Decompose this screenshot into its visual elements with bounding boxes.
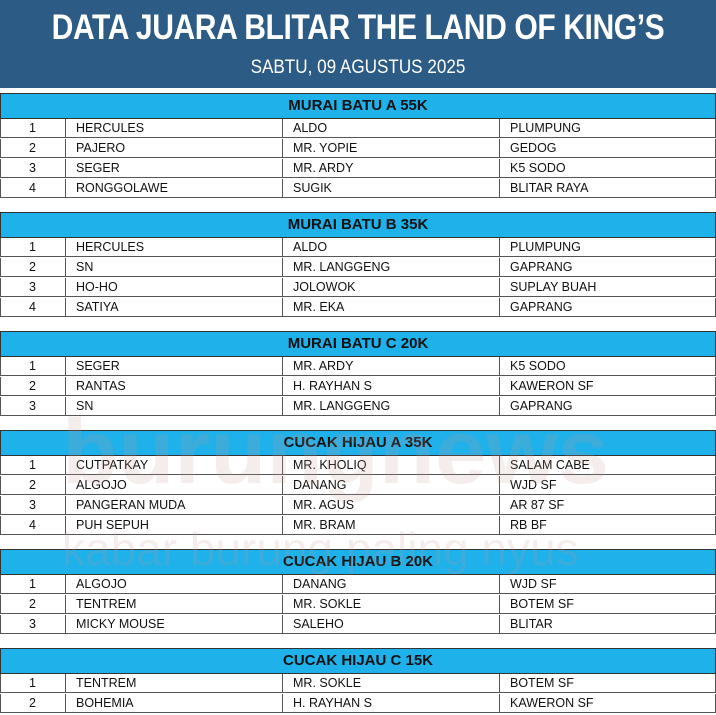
owner: SUGIK — [282, 179, 499, 198]
rank: 1 — [0, 456, 65, 475]
rank: 1 — [0, 119, 65, 138]
owner: DANANG — [282, 575, 499, 594]
bird: PANGERAN MUDA — [65, 496, 282, 515]
section-title: CUCAK HIJAU A 35K — [0, 430, 716, 456]
rank: 2 — [0, 139, 65, 158]
team: GAPRANG — [499, 397, 716, 416]
bird: HERCULES — [65, 238, 282, 257]
team: KAWERON SF — [499, 377, 716, 396]
team: GAPRANG — [499, 258, 716, 277]
bird: RONGGOLAWE — [65, 179, 282, 198]
bird: SN — [65, 258, 282, 277]
rank: 1 — [0, 674, 65, 693]
team: GEDOG — [499, 139, 716, 158]
team: KAWERON SF — [499, 694, 716, 713]
owner: MR. LANGGENG — [282, 258, 499, 277]
team: WJD SF — [499, 476, 716, 495]
team: PLUMPUNG — [499, 238, 716, 257]
owner: SALEHO — [282, 615, 499, 634]
bird: BOHEMIA — [65, 694, 282, 713]
owner: MR. AGUS — [282, 496, 499, 515]
section-title: CUCAK HIJAU B 20K — [0, 549, 716, 575]
owner: H. RAYHAN S — [282, 377, 499, 396]
owner: ALDO — [282, 238, 499, 257]
rank: 3 — [0, 278, 65, 297]
rank: 4 — [0, 179, 65, 198]
team: BOTEM SF — [499, 595, 716, 614]
title: DATA JUARA BLITAR THE LAND OF KING’S — [51, 8, 665, 47]
bird: ALGOJO — [65, 575, 282, 594]
rank: 1 — [0, 357, 65, 376]
bird: TENTREM — [65, 674, 282, 693]
rank: 2 — [0, 377, 65, 396]
owner: JOLOWOK — [282, 278, 499, 297]
rank: 3 — [0, 159, 65, 178]
owner: MR. SOKLE — [282, 595, 499, 614]
bird: MICKY MOUSE — [65, 615, 282, 634]
rank: 3 — [0, 496, 65, 515]
owner: MR. KHOLIQ — [282, 456, 499, 475]
team: PLUMPUNG — [499, 119, 716, 138]
bird: RANTAS — [65, 377, 282, 396]
team: WJD SF — [499, 575, 716, 594]
team: K5 SODO — [499, 159, 716, 178]
team: SALAM CABE — [499, 456, 716, 475]
owner: MR. ARDY — [282, 159, 499, 178]
owner: MR. LANGGENG — [282, 397, 499, 416]
team: BLITAR — [499, 615, 716, 634]
bird: ALGOJO — [65, 476, 282, 495]
owner: MR. EKA — [282, 298, 499, 317]
bird: SEGER — [65, 357, 282, 376]
bird: HERCULES — [65, 119, 282, 138]
team: GAPRANG — [499, 298, 716, 317]
bird: TENTREM — [65, 595, 282, 614]
header: DATA JUARA BLITAR THE LAND OF KING’S SAB… — [0, 0, 716, 88]
rank: 4 — [0, 298, 65, 317]
owner: H. RAYHAN S — [282, 694, 499, 713]
rank: 1 — [0, 575, 65, 594]
rank: 4 — [0, 516, 65, 535]
team: BLITAR RAYA — [499, 179, 716, 198]
bird: SATIYA — [65, 298, 282, 317]
bird: CUTPATKAY — [65, 456, 282, 475]
team: AR 87 SF — [499, 496, 716, 515]
owner: MR. YOPIE — [282, 139, 499, 158]
owner: MR. BRAM — [282, 516, 499, 535]
owner: ALDO — [282, 119, 499, 138]
bird: SEGER — [65, 159, 282, 178]
section-title: MURAI BATU C 20K — [0, 331, 716, 357]
rank: 2 — [0, 595, 65, 614]
rank: 1 — [0, 238, 65, 257]
team: SUPLAY BUAH — [499, 278, 716, 297]
bird: HO-HO — [65, 278, 282, 297]
owner: MR. ARDY — [282, 357, 499, 376]
rank: 2 — [0, 258, 65, 277]
section-title: CUCAK HIJAU C 15K — [0, 648, 716, 674]
owner: MR. SOKLE — [282, 674, 499, 693]
section-title: MURAI BATU B 35K — [0, 212, 716, 238]
bird: PAJERO — [65, 139, 282, 158]
subtitle: SABTU, 09 AGUSTUS 2025 — [250, 57, 466, 78]
bird: SN — [65, 397, 282, 416]
team: RB BF — [499, 516, 716, 535]
section-title: MURAI BATU A 55K — [0, 93, 716, 119]
owner: DANANG — [282, 476, 499, 495]
rank: 3 — [0, 397, 65, 416]
rank: 2 — [0, 476, 65, 495]
bird: PUH SEPUH — [65, 516, 282, 535]
team: K5 SODO — [499, 357, 716, 376]
rank: 2 — [0, 694, 65, 713]
rank: 3 — [0, 615, 65, 634]
team: BOTEM SF — [499, 674, 716, 693]
